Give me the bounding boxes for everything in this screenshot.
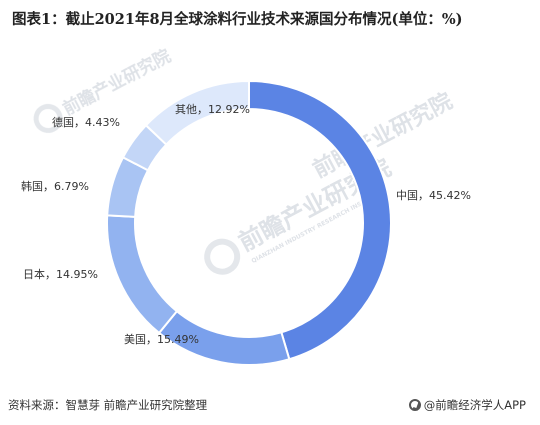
slice-label-1: 美国，15.49% <box>124 333 199 346</box>
slice-label-4: 德国，4.43% <box>52 115 120 129</box>
source-note: 资料来源：智慧芽 前瞻产业研究院整理 <box>8 398 208 412</box>
brand-logo-icon <box>408 399 421 411</box>
donut-slice-5 <box>144 79 250 146</box>
watermark-layer: 前瞻产业研究院 前瞻产业研究院 QIANZHAN INDUSTRY RESEAR… <box>33 45 457 275</box>
slice-label-3: 韩国，6.79% <box>21 179 89 193</box>
slice-labels: 中国，45.42% 美国，15.49% 日本，14.95% 韩国，6.79% 德国，4.… <box>21 103 471 346</box>
slice-label-5: 其他，12.92% <box>175 103 250 116</box>
chart-title: 图表1：截止2021年8月全球涂料行业技术来源国分布情况(单位：%) <box>12 11 463 28</box>
slice-label-2: 日本，14.95% <box>23 267 98 281</box>
slice-label-0: 中国，45.42% <box>396 189 471 202</box>
donut-slice-2 <box>106 214 179 335</box>
brand-text: @前瞻经济学人APP <box>423 398 526 412</box>
watermark-text: 前瞻产业研究院 <box>59 45 174 119</box>
brand-credit: @前瞻经济学人APP <box>408 397 526 413</box>
donut-slices <box>106 79 392 366</box>
